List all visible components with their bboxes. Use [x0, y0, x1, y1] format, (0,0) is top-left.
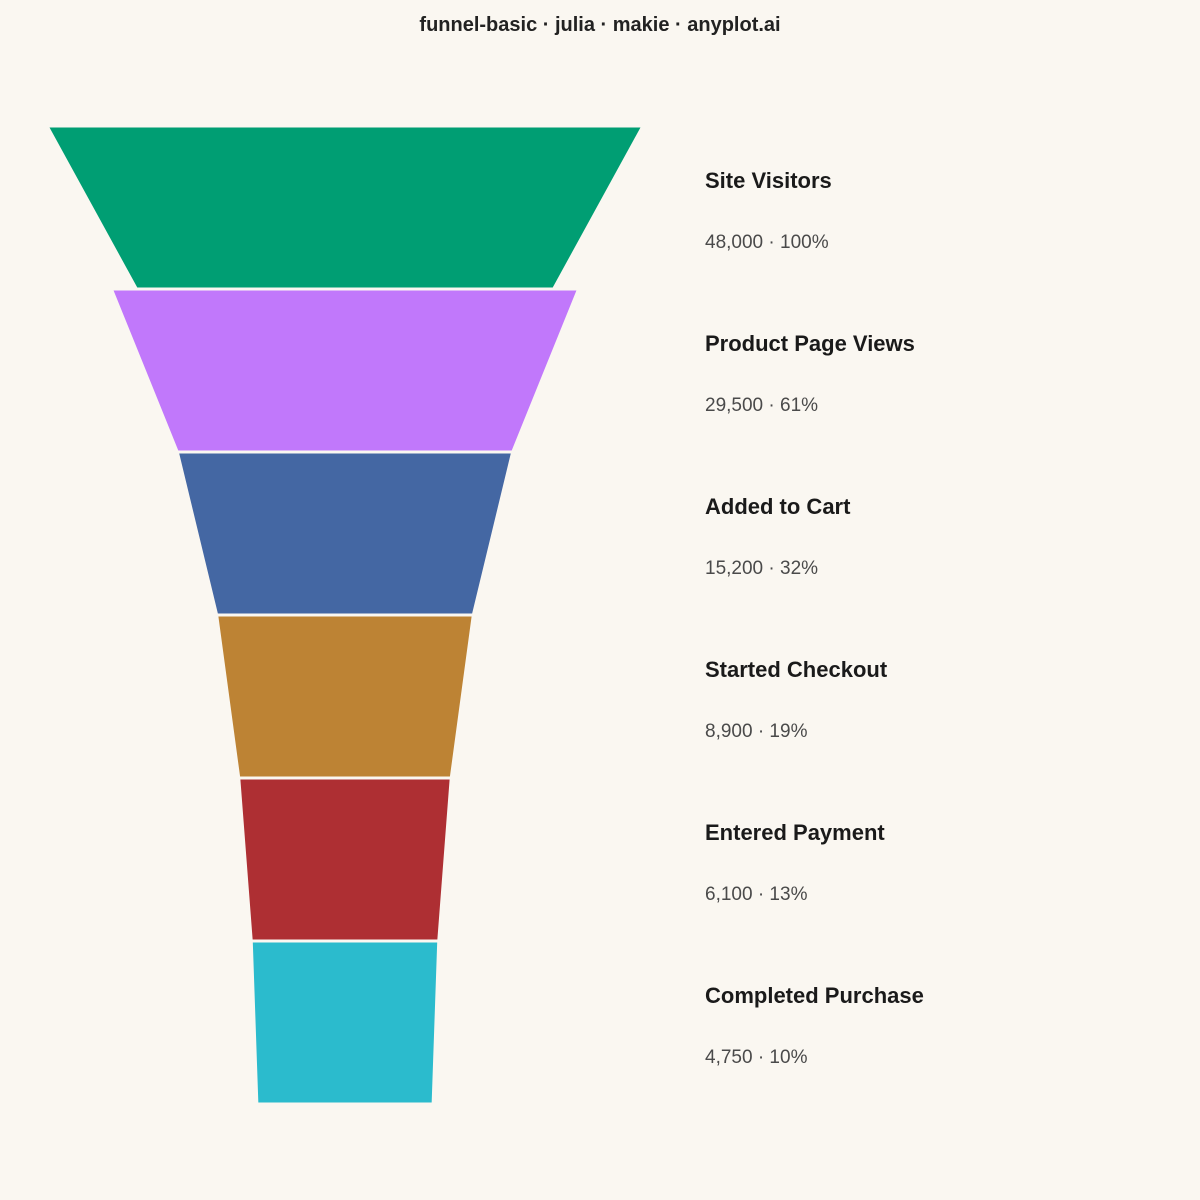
stage-label-6: Completed Purchase [705, 983, 924, 1008]
funnel-stages [44, 124, 646, 1106]
stage-label-2: Product Page Views [705, 331, 915, 356]
funnel-stage-2 [109, 287, 581, 454]
stage-value-5: 6,100 · 13% [705, 884, 808, 905]
funnel-stage-6 [249, 939, 441, 1106]
stage-label-3: Added to Cart [705, 494, 851, 519]
funnel-stage-1 [44, 124, 646, 291]
chart-title: funnel-basic · julia · makie · anyplot.a… [419, 14, 781, 36]
funnel-stage-5 [237, 776, 453, 943]
funnel-stage-4 [214, 613, 476, 780]
stage-value-3: 15,200 · 32% [705, 558, 819, 579]
stage-value-2: 29,500 · 61% [705, 395, 819, 416]
funnel-stage-3 [175, 450, 515, 617]
stage-value-4: 8,900 · 19% [705, 721, 808, 742]
stage-label-4: Started Checkout [705, 657, 888, 682]
stage-label-1: Site Visitors [705, 168, 832, 193]
stage-value-6: 4,750 · 10% [705, 1047, 808, 1068]
stage-value-1: 48,000 · 100% [705, 232, 829, 253]
stage-label-5: Entered Payment [705, 820, 885, 845]
